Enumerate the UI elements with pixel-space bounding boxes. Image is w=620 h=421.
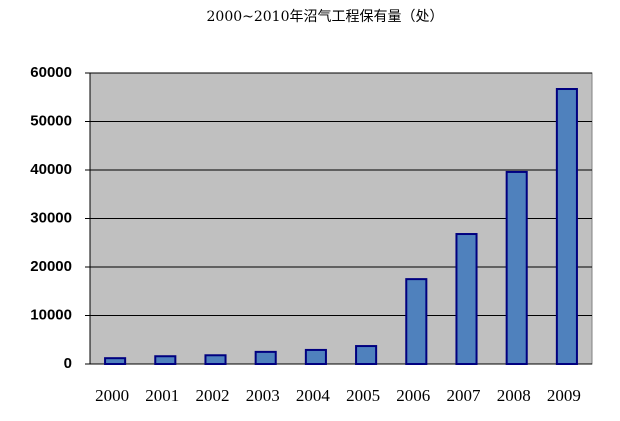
x-tick-label: 2002 <box>196 386 230 405</box>
y-tick-label: 20000 <box>30 258 72 275</box>
x-tick-label: 2009 <box>547 386 581 405</box>
y-tick-label: 40000 <box>30 161 72 178</box>
bar <box>104 357 127 365</box>
y-tick-label: 10000 <box>30 306 72 323</box>
bar <box>355 345 378 365</box>
y-tick-label: 30000 <box>30 209 72 226</box>
bar <box>304 348 327 365</box>
bar <box>455 233 478 365</box>
y-tick-label: 50000 <box>30 112 72 129</box>
x-tick-label: 2008 <box>497 386 531 405</box>
bar <box>154 355 177 365</box>
x-tick-label: 2006 <box>396 386 430 405</box>
y-tick-label: 60000 <box>30 64 72 81</box>
bar <box>505 170 528 365</box>
x-tick-label: 2004 <box>296 386 331 405</box>
x-tick-label: 2000 <box>95 386 129 405</box>
x-tick-label: 2001 <box>145 386 179 405</box>
bar <box>254 350 277 365</box>
bar <box>405 278 428 365</box>
y-tick-label: 0 <box>64 355 72 372</box>
x-tick-label: 2007 <box>447 386 482 405</box>
x-tick-label: 2005 <box>346 386 380 405</box>
bar <box>204 354 227 365</box>
x-tick-label: 2003 <box>246 386 280 405</box>
bar <box>555 88 578 365</box>
chart-title: 2000~2010年沼气工程保有量（处） <box>207 9 444 25</box>
